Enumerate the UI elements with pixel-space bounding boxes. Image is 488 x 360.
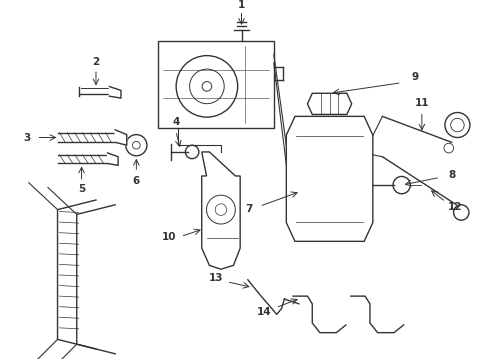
Polygon shape xyxy=(115,130,126,145)
Text: 14: 14 xyxy=(256,306,271,316)
Text: 9: 9 xyxy=(411,72,418,82)
Text: 2: 2 xyxy=(92,57,100,67)
Bar xyxy=(158,41,273,128)
Text: 5: 5 xyxy=(78,184,85,194)
Text: 13: 13 xyxy=(208,273,223,283)
Text: 11: 11 xyxy=(414,98,428,108)
Text: 12: 12 xyxy=(447,202,462,212)
Text: 7: 7 xyxy=(244,204,252,214)
Text: 10: 10 xyxy=(162,231,176,242)
Text: 4: 4 xyxy=(172,117,179,127)
Polygon shape xyxy=(107,153,118,165)
Text: 3: 3 xyxy=(23,132,30,143)
Text: 6: 6 xyxy=(132,176,140,186)
Text: 8: 8 xyxy=(447,171,454,180)
Text: 1: 1 xyxy=(237,0,244,10)
Polygon shape xyxy=(109,86,121,98)
